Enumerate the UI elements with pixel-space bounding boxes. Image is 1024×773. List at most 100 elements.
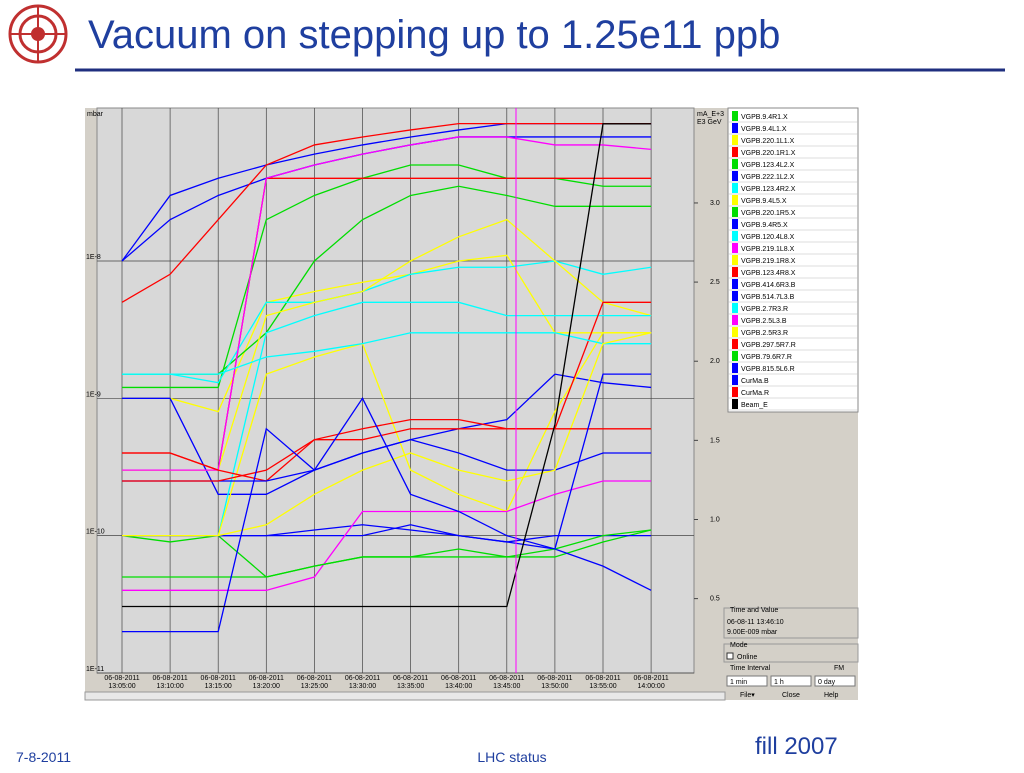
legend-swatch [732, 219, 738, 229]
y-tick-label: 1E-8 [86, 254, 101, 261]
legend-label: VGPB.2.5R3.R [741, 330, 788, 337]
x-tick-label: 06-08-2011 13:40:00 [441, 675, 476, 690]
input[interactable] [814, 675, 856, 687]
scrollbar[interactable] [84, 691, 726, 701]
series-line [122, 332, 652, 537]
legend-label: VGPB.220.1L1.X [741, 138, 795, 145]
legend-label: VGPB.123.4R2.X [741, 186, 796, 193]
legend-swatch [732, 123, 738, 133]
series-line [122, 254, 652, 413]
series-line [121, 122, 652, 303]
legend-swatch [732, 195, 738, 205]
legend-swatch [732, 327, 738, 337]
y2-unit-top: mA_E+3 [697, 111, 724, 118]
x-tick-label: 06-08-2011 13:10:00 [152, 675, 187, 690]
legend-swatch [732, 183, 738, 193]
series-line [122, 260, 652, 384]
legend-label: VGPB.297.5R7.R [741, 342, 796, 349]
plot-area [96, 107, 695, 674]
button[interactable]: Close [782, 692, 800, 699]
footer-center: LHC status [477, 749, 546, 765]
legend-swatch [732, 303, 738, 313]
legend-swatch [732, 339, 738, 349]
legend-swatch [732, 279, 738, 289]
legend-swatch [732, 291, 738, 301]
x-tick-label: 06-08-2011 13:50:00 [537, 675, 572, 690]
y-tick-label: 1E-10 [86, 529, 105, 536]
interval-input[interactable]: 0 day [818, 679, 836, 686]
legend-table [727, 107, 859, 413]
legend-swatch [732, 255, 738, 265]
input[interactable] [770, 675, 812, 687]
input[interactable] [726, 675, 768, 687]
x-tick-label: 06-08-2011 13:35:00 [393, 675, 428, 690]
legend-label: VGPB.9.4R1.X [741, 114, 788, 121]
legend-label: VGPB.2.5L3.B [741, 318, 787, 325]
series-line [122, 136, 652, 471]
legend-label: Beam_E [741, 402, 768, 409]
legend-swatch [732, 231, 738, 241]
interval-input[interactable]: 1 min [730, 679, 747, 686]
x-tick-label: 06-08-2011 13:45:00 [489, 675, 524, 690]
checkbox[interactable] [726, 652, 734, 660]
legend-swatch [732, 315, 738, 325]
legend-swatch [732, 171, 738, 181]
y2-tick-label: 1.0 [710, 516, 720, 523]
legend-swatch [732, 351, 738, 361]
y2-tick-label: 0.5 [710, 596, 720, 603]
series-line [122, 164, 652, 389]
legend-label: VGPB.79.6R7.R [741, 354, 792, 361]
time-value: 06-08-11 13:46:10 [727, 619, 784, 626]
legend-label: VGPB.123.4R8.X [741, 270, 796, 277]
slide-title: Vacuum on stepping up to 1.25e11 ppb [88, 13, 780, 57]
legend-swatch [732, 159, 738, 169]
panel-title: Time Interval [730, 665, 771, 672]
x-tick-label: 06-08-2011 13:05:00 [104, 675, 139, 690]
plot: 1E-8 1E-9 1E-10 1E-11 0.5 1.0 1.5 2.0 2.5 3.0 06-0… [86, 108, 720, 690]
y2-tick-label: 2.0 [710, 358, 720, 365]
control-panel: Time and Value 06-08-11 13:46:10 9.00E-0… [723, 607, 859, 699]
legend: VGPB.9.4R1.X VGPB.9.4L1.X VGPB.220.1L1.X VG… [728, 111, 858, 411]
y2-tick-label: 1.5 [710, 437, 720, 444]
y2-tick-label: 3.0 [710, 200, 720, 207]
value-text: 9.00E-009 mbar [727, 629, 778, 636]
series-line [122, 428, 652, 482]
legend-label: VGPB.220.1R5.X [741, 210, 796, 217]
legend-label: CurMa.B [741, 378, 769, 385]
legend-label: VGPB.514.7L3.B [741, 294, 795, 301]
mode-label: Online [737, 654, 757, 661]
legend-swatch [732, 147, 738, 157]
legend-swatch [732, 267, 738, 277]
series-line [122, 123, 652, 608]
legend-label: VGPB.219.1R8.X [741, 258, 796, 265]
legend-swatch [732, 135, 738, 145]
panel-title: Time and Value [730, 607, 778, 614]
legend-swatch [732, 387, 738, 397]
legend-label: VGPB.222.1L2.X [741, 174, 795, 181]
x-tick-label: 06-08-2011 13:20:00 [249, 675, 284, 690]
y-tick-label: 1E-11 [86, 666, 104, 673]
legend-swatch [732, 207, 738, 217]
interval-input[interactable]: 1 h [774, 679, 784, 686]
series-line [122, 332, 652, 375]
series-line [122, 301, 652, 482]
legend-swatch [732, 375, 738, 385]
y2-unit: E3 GeV [697, 119, 722, 126]
legend-label: VGPB.219.1L8.X [741, 246, 795, 253]
legend-label: VGPB.2.7R3.R [741, 306, 788, 313]
legend-label: CurMa.R [741, 390, 769, 397]
button[interactable]: File▾ [740, 692, 755, 699]
legend-swatch [732, 399, 738, 409]
legend-label: VGPB.9.4L1.X [741, 126, 787, 133]
legend-label: VGPB.9.4R5.X [741, 222, 788, 229]
legend-label: VGPB.220.1R1.X [741, 150, 796, 157]
x-tick-label: 06-08-2011 13:30:00 [345, 675, 380, 690]
y-unit: mbar [87, 111, 104, 118]
y2-tick-label: 2.5 [710, 279, 720, 286]
legend-swatch [732, 243, 738, 253]
legend-label: VGPB.123.4L2.X [741, 162, 795, 169]
fm-button[interactable]: FM [834, 665, 844, 672]
button[interactable]: Help [824, 692, 839, 699]
legend-label: VGPB.9.4L5.X [741, 198, 787, 205]
